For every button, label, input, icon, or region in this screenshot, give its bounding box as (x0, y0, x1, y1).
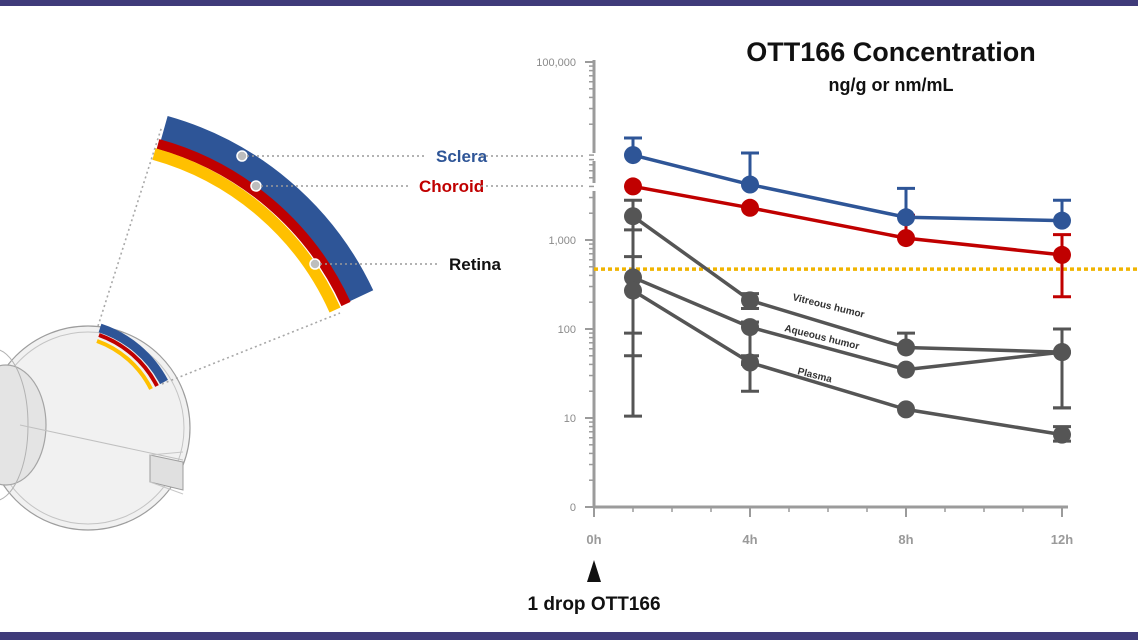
y-tick-label: 0 (570, 502, 576, 514)
choroid-label: Choroid (419, 177, 484, 196)
eyeball-inner-ring (0, 331, 185, 525)
chart-subtitle: ng/g or nm/mL (829, 75, 954, 95)
choroid-layer (156, 139, 351, 307)
dose-annotation: 1 drop OTT166 (527, 594, 660, 615)
data-point (1053, 343, 1071, 362)
data-point (741, 175, 759, 194)
eye-layers-small (96, 323, 168, 390)
data-point (624, 146, 642, 165)
series-line (632, 153, 1063, 223)
bottom-border (0, 632, 1138, 640)
zoom-line-top (97, 125, 163, 327)
eye-illustration: Sclera Choroid Retina (0, 116, 588, 531)
series (624, 136, 1071, 444)
data-point (624, 281, 642, 300)
series-line (632, 275, 1063, 372)
series-line (632, 184, 1063, 257)
axis-break-mask (586, 153, 602, 161)
y-tick-label: 1,000 (548, 235, 576, 247)
dose-arrow-icon (587, 560, 601, 582)
series-choroid (624, 177, 1071, 299)
zoom-line-bottom (161, 312, 341, 385)
x-tick-label: 8h (898, 532, 913, 547)
chart: OTT166 Concentration ng/g or nm/mL 100,0… (527, 37, 1138, 615)
series-sclera (624, 136, 1071, 230)
data-point (1053, 211, 1071, 230)
top-border (0, 0, 1138, 6)
retina-label: Retina (449, 255, 502, 274)
data-point (897, 338, 915, 357)
data-point (741, 198, 759, 217)
data-point (624, 207, 642, 226)
series-vitreous-humor (624, 198, 1071, 410)
data-point (624, 177, 642, 196)
sclera-label: Sclera (436, 147, 488, 166)
retina-layer (152, 148, 341, 313)
data-point (897, 360, 915, 379)
lens (0, 364, 47, 486)
choroid-marker (250, 180, 262, 192)
data-point (897, 229, 915, 248)
series-plasma (624, 255, 1071, 444)
x-tick-label: 12h (1051, 532, 1073, 547)
series-line (631, 214, 1063, 354)
data-point (897, 208, 915, 227)
sclera-marker (236, 150, 248, 162)
optic-nerve (149, 454, 184, 491)
series-line (632, 289, 1063, 437)
x-tick-label: 0h (586, 532, 601, 547)
x-tick-label: 4h (742, 532, 757, 547)
y-tick-label: 10 (564, 413, 576, 425)
cornea (0, 349, 29, 501)
data-point (741, 353, 759, 372)
eye-layers-enlarged (152, 116, 374, 313)
data-point (741, 291, 759, 310)
y-tick-label: 100 (558, 324, 576, 336)
sclera-layer (160, 116, 374, 302)
chart-title: OTT166 Concentration (746, 37, 1036, 67)
data-point (741, 318, 759, 337)
data-point (897, 400, 915, 419)
y-tick-label: 100,000 (536, 57, 576, 69)
data-point (1053, 425, 1071, 444)
retina-marker (309, 258, 321, 270)
data-point (1053, 245, 1071, 264)
